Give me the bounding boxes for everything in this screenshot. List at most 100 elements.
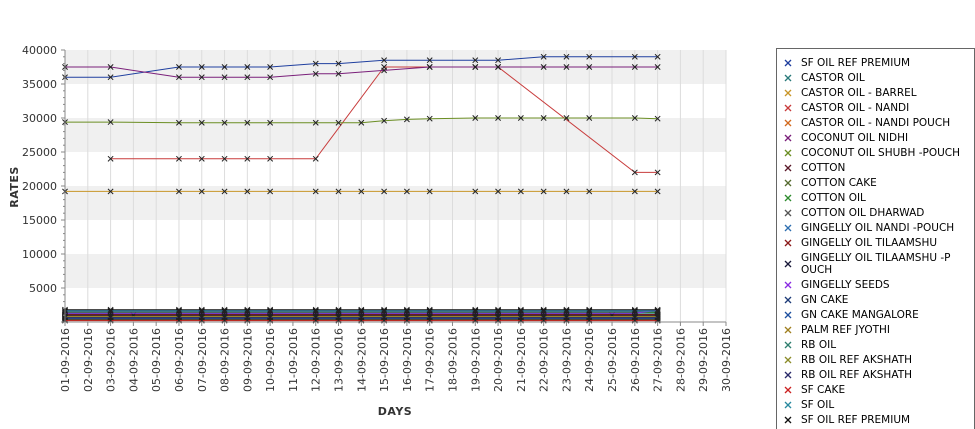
x-tick-label: 03-09-2016: [105, 328, 118, 392]
y-tick-label: 20000: [22, 180, 57, 193]
legend-label: COCONUT OIL NIDHI: [801, 132, 908, 144]
x-tick-label: 12-09-2016: [310, 328, 323, 392]
data-point: [426, 115, 433, 122]
series: [62, 188, 661, 195]
series-line: [65, 66, 658, 78]
data-point: [244, 74, 251, 81]
x-tick-label: 02-09-2016: [82, 328, 95, 392]
data-point: [563, 306, 570, 313]
data-point: [563, 115, 570, 121]
data-point: [221, 74, 228, 81]
data-point: [335, 306, 342, 313]
legend-item: SF OIL REF PREMIUM: [784, 414, 910, 426]
data-point: [654, 64, 661, 70]
legend-item: COTTON OIL DHARWAD: [784, 207, 924, 219]
data-point: [563, 53, 570, 60]
data-point: [517, 306, 524, 313]
legend-item: COTTON CAKE: [784, 177, 877, 189]
x-tick-label: 13-09-2016: [333, 328, 346, 392]
legend-label: CASTOR OIL: [801, 72, 865, 84]
legend-item: CASTOR OIL - NANDI: [784, 102, 909, 114]
series-layer: [62, 53, 661, 324]
x-tick-label: 27-09-2016: [652, 328, 665, 392]
data-point: [472, 115, 479, 121]
legend-label: GINGELLY OIL TILAAMSHU: [801, 237, 937, 249]
legend-item: COTTON OIL: [784, 192, 866, 204]
data-point: [244, 188, 251, 195]
x-tick-label: 22-09-2016: [538, 328, 551, 392]
legend-label: GINGELLY SEEDS: [801, 279, 890, 291]
data-point: [267, 188, 274, 195]
vertical-gridlines: [64, 50, 727, 322]
data-point: [335, 119, 342, 126]
legend-marker: [784, 401, 792, 409]
data-point: [563, 64, 570, 70]
data-point: [176, 188, 182, 195]
data-point: [631, 169, 638, 176]
data-point: [244, 155, 251, 162]
data-point: [631, 64, 638, 70]
legend-item: RB OIL: [784, 339, 836, 351]
data-point: [176, 155, 182, 162]
data-point: [335, 70, 342, 77]
legend-item: GINGELLY OIL TILAAMSHU: [784, 237, 937, 249]
legend-box: [776, 48, 975, 429]
data-point: [403, 306, 410, 313]
data-point: [312, 188, 319, 195]
legend-item: PALM REF JYOTHI: [784, 324, 890, 336]
legend-marker: [784, 281, 792, 289]
legend-label: SF OIL REF PREMIUM: [801, 57, 910, 69]
data-point: [495, 64, 502, 70]
legend-marker: [784, 179, 792, 187]
legend-item: CASTOR OIL - NANDI POUCH: [784, 117, 950, 129]
y-tick-label: 25000: [22, 146, 57, 159]
axes: [61, 49, 726, 323]
legend-marker: [784, 260, 792, 268]
data-point: [176, 119, 182, 126]
legend: SF OIL REF PREMIUM CASTOR OIL CASTOR OIL -…: [776, 48, 975, 429]
x-tick-label: 05-09-2016: [150, 328, 163, 392]
data-point: [540, 115, 547, 121]
legend-marker: [784, 89, 792, 97]
data-point: [358, 306, 365, 313]
data-point: [426, 188, 433, 195]
data-point: [335, 60, 342, 67]
x-tick-label: 26-09-2016: [629, 328, 642, 392]
data-point: [381, 117, 388, 124]
legend-item: GINGELLY OIL TILAAMSHU -P OUCH: [784, 252, 951, 276]
legend-marker: [784, 119, 792, 127]
data-point: [654, 306, 661, 313]
data-point: [176, 306, 182, 313]
data-point: [312, 306, 319, 313]
x-tick-label: 11-09-2016: [287, 328, 300, 392]
x-tick-label: 20-09-2016: [492, 328, 505, 392]
legend-marker: [784, 371, 792, 379]
data-point: [472, 306, 479, 313]
x-tick-label: 04-09-2016: [127, 328, 140, 392]
data-point: [517, 115, 524, 121]
x-tick-label: 30-09-2016: [720, 328, 733, 392]
legend-label: COTTON CAKE: [801, 177, 877, 189]
data-point: [267, 64, 274, 70]
y-tick-label: 35000: [22, 78, 57, 91]
x-tick-label: 07-09-2016: [196, 328, 209, 392]
legend-item: GINGELLY SEEDS: [784, 279, 890, 291]
data-point: [198, 188, 205, 195]
legend-label: RB OIL: [801, 339, 836, 351]
data-point: [654, 115, 661, 122]
data-point: [403, 116, 410, 123]
legend-marker: [784, 296, 792, 304]
legend-marker: [784, 356, 792, 364]
data-point: [381, 57, 388, 64]
data-point: [107, 74, 114, 81]
series: [62, 53, 661, 81]
legend-marker: [784, 74, 792, 82]
legend-label: GINGELLY OIL TILAAMSHU -P OUCH: [801, 252, 951, 276]
legend-marker: [784, 104, 792, 112]
x-tick-label: 24-09-2016: [583, 328, 596, 392]
data-point: [221, 188, 228, 195]
data-point: [267, 119, 274, 126]
legend-label: PALM REF JYOTHI: [801, 324, 890, 336]
x-tick-label: 15-09-2016: [378, 328, 391, 392]
data-point: [426, 306, 433, 313]
